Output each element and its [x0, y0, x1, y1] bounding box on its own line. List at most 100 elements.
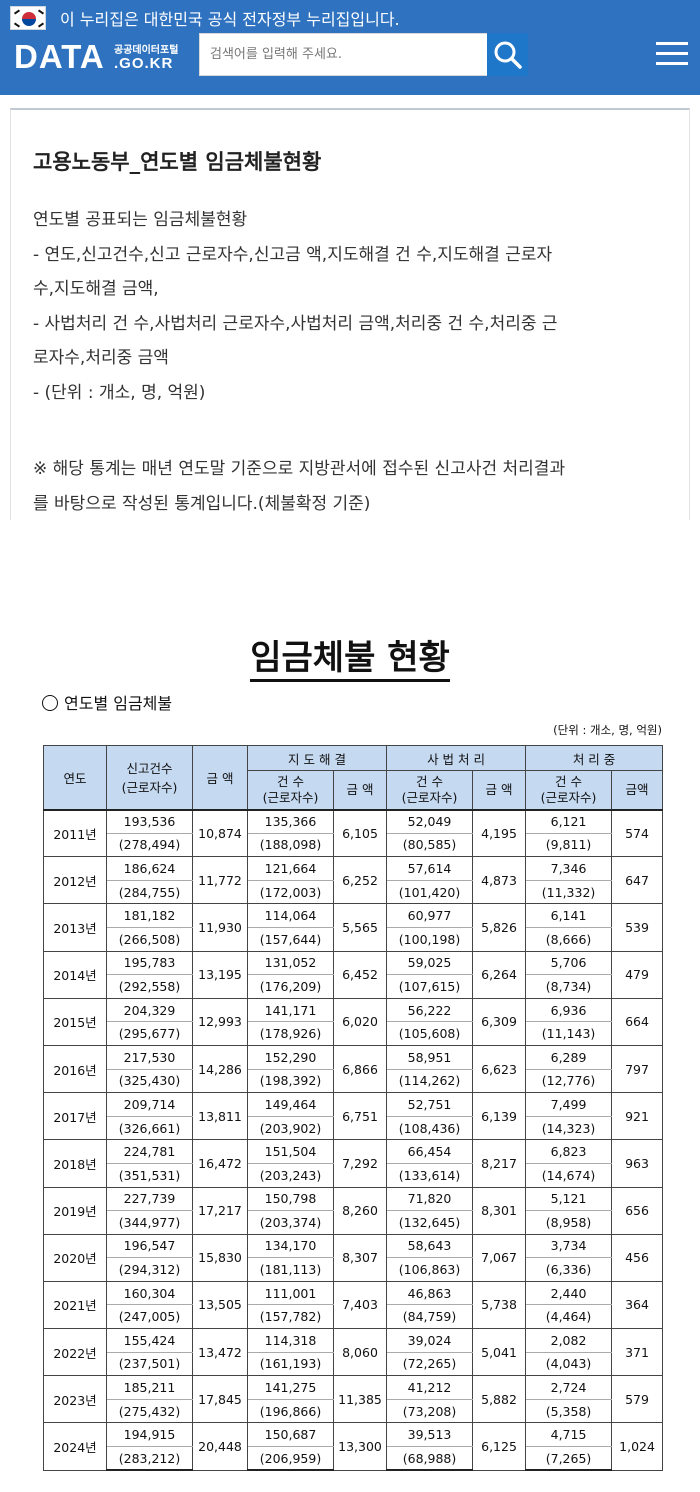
- cell-judicial-workers: (133,614): [386, 1162, 474, 1188]
- cell-guidance-cases: 150,798: [247, 1186, 334, 1212]
- note-line: 를 바탕으로 작성된 통계입니다.(체불확정 기준): [33, 493, 371, 514]
- header-guidance-amount: 금 액: [332, 770, 388, 810]
- cell-pending-workers: (14,674): [525, 1162, 613, 1188]
- cell-reports-workers: (275,432): [106, 1398, 193, 1424]
- cell-reports-workers: (284,755): [106, 879, 193, 905]
- table-row-sub: (237,501) (161,193) (72,265) (4,043): [44, 1351, 663, 1377]
- cell-guidance-workers: (181,113): [247, 1257, 334, 1282]
- cell-reports-workers: (326,661): [106, 1115, 193, 1141]
- table-body: 2011년 193,536 10,874 135,366 6,105 52,049 4,19…: [43, 808, 664, 1472]
- cell-pending-workers: (11,143): [525, 1021, 613, 1046]
- cell-reports-workers: (294,312): [106, 1257, 193, 1282]
- cell-judicial-cases: 58,951: [386, 1044, 474, 1070]
- cell-guidance-workers: (161,193): [247, 1351, 334, 1377]
- table-row-sub: (326,661) (203,902) (108,436) (14,323): [44, 1115, 663, 1141]
- cell-judicial-cases: 39,024: [386, 1328, 474, 1353]
- cell-judicial-workers: (114,262): [386, 1068, 474, 1094]
- cell-pending-amount: 921: [611, 1092, 664, 1141]
- table-row: 2012년 186,624 11,772 121,664 6,252 57,614 4,87…: [43, 856, 664, 905]
- cell-pending-cases: 3,734: [525, 1233, 613, 1259]
- search-button[interactable]: [487, 33, 528, 76]
- cell-guidance-workers: (196,866): [247, 1398, 334, 1424]
- cell-year: 2022년: [43, 1328, 107, 1377]
- cell-guidance-workers: (198,392): [247, 1068, 334, 1094]
- cell-judicial-cases: 52,049: [386, 809, 474, 834]
- cell-reports: 196,547: [106, 1233, 193, 1259]
- cell-reports: 160,304: [106, 1280, 193, 1306]
- cell-pending-cases: 6,141: [525, 903, 613, 928]
- cell-judicial-workers: (107,615): [386, 974, 474, 999]
- cell-judicial-amount: 5,041: [472, 1328, 527, 1377]
- search-input[interactable]: [200, 34, 486, 75]
- cell-pending-cases: 5,706: [525, 950, 613, 976]
- cell-guidance-workers: (206,959): [247, 1446, 334, 1472]
- cell-pending-cases: 2,724: [525, 1375, 613, 1400]
- gov-notice-bar: 이 누리집은 대한민국 공식 전자정부 누리집입니다.: [0, 0, 700, 32]
- cell-judicial-amount: 5,882: [472, 1375, 527, 1424]
- cell-guidance-cases: 151,504: [247, 1139, 334, 1164]
- cell-judicial-amount: 6,264: [472, 950, 527, 999]
- table-row-sub: (284,755) (172,003) (101,420) (11,332): [44, 879, 663, 905]
- cell-amount: 14,286: [192, 1044, 248, 1094]
- cell-guidance-cases: 149,464: [247, 1092, 334, 1117]
- cell-pending-workers: (8,666): [525, 926, 613, 952]
- cell-judicial-workers: (108,436): [386, 1115, 474, 1141]
- cell-year: 2024년: [43, 1422, 107, 1471]
- cell-pending-workers: (11,332): [525, 879, 613, 905]
- note-line: ※ 해당 통계는 매년 연도말 기준으로 지방관서에 접수된 신고사건 처리결과: [33, 459, 566, 479]
- cell-pending-workers: (7,265): [525, 1446, 613, 1472]
- cell-reports: 224,781: [106, 1139, 193, 1164]
- cell-judicial-cases: 66,454: [386, 1139, 474, 1164]
- cell-guidance-workers: (203,243): [247, 1162, 334, 1188]
- table-row-sub: (295,677) (178,926) (105,608) (11,143): [44, 1021, 663, 1046]
- cell-pending-cases: 5,121: [525, 1186, 613, 1212]
- cell-judicial-workers: (100,198): [386, 926, 474, 952]
- cell-judicial-amount: 7,067: [472, 1233, 527, 1282]
- cell-reports: 195,783: [106, 950, 193, 976]
- cell-judicial-cases: 52,751: [386, 1092, 474, 1117]
- cell-amount: 12,993: [192, 997, 248, 1046]
- dataset-description-card: 고용노동부_연도별 임금체불현황 연도별 공표되는 임금체불현황 - 연도,신고…: [10, 108, 690, 520]
- cell-guidance-amount: 6,751: [332, 1092, 388, 1141]
- cell-judicial-amount: 5,738: [472, 1280, 527, 1330]
- cell-year: 2016년: [43, 1044, 107, 1094]
- cell-reports-workers: (247,005): [106, 1304, 193, 1330]
- cell-guidance-amount: 8,307: [332, 1233, 388, 1282]
- cell-year: 2020년: [43, 1233, 107, 1282]
- description-line: 수,지도해결 금액,: [33, 279, 159, 299]
- cell-guidance-cases: 114,064: [247, 903, 334, 928]
- table-row: 2021년 160,304 13,505 111,001 7,403 46,863 5,73…: [43, 1280, 664, 1330]
- description-line: 로자수,처리중 금액: [33, 348, 169, 368]
- description-line: 연도별 공표되는 임금체불현황: [33, 210, 248, 230]
- cell-guidance-amount: 6,866: [332, 1044, 388, 1094]
- table-row: 2016년 217,530 14,286 152,290 6,866 58,951 6,62…: [43, 1044, 664, 1094]
- cell-amount: 10,874: [192, 808, 248, 858]
- cell-pending-workers: (9,811): [525, 832, 613, 858]
- header-year: 연도: [43, 745, 107, 810]
- table-row: 2018년 224,781 16,472 151,504 7,292 66,454 8,21…: [43, 1139, 664, 1188]
- table-row: 2019년 227,739 17,217 150,798 8,260 71,820 8,30…: [43, 1186, 664, 1235]
- site-logo[interactable]: DATA 공공데이터포털 .GO.KR: [14, 36, 194, 76]
- cell-pending-workers: (4,043): [525, 1351, 613, 1377]
- cell-amount: 13,195: [192, 950, 248, 999]
- cell-judicial-cases: 56,222: [386, 997, 474, 1023]
- cell-judicial-workers: (72,265): [386, 1351, 474, 1377]
- cell-reports: 204,329: [106, 997, 193, 1023]
- cell-guidance-workers: (157,644): [247, 926, 334, 952]
- cell-judicial-workers: (132,645): [386, 1210, 474, 1235]
- cell-judicial-cases: 39,513: [386, 1422, 474, 1448]
- cell-pending-amount: 797: [611, 1044, 664, 1094]
- gov-notice-text[interactable]: 이 누리집은 대한민국 공식 전자정부 누리집입니다.: [60, 10, 400, 29]
- cell-year: 2018년: [43, 1139, 107, 1188]
- hamburger-menu-icon[interactable]: [656, 40, 688, 68]
- table-row-sub: (294,312) (181,113) (106,863) (6,336): [44, 1257, 663, 1282]
- cell-amount: 11,772: [192, 856, 248, 905]
- cell-guidance-amount: 5,565: [332, 903, 388, 952]
- cell-reports: 209,714: [106, 1092, 193, 1117]
- cell-judicial-workers: (105,608): [386, 1021, 474, 1046]
- logo-sub-top: 공공데이터포털: [114, 45, 179, 56]
- cell-guidance-amount: 11,385: [332, 1375, 388, 1424]
- header-judicial: 사 법 처 리: [386, 745, 527, 771]
- cell-pending-workers: (12,776): [525, 1068, 613, 1094]
- cell-reports: 217,530: [106, 1044, 193, 1070]
